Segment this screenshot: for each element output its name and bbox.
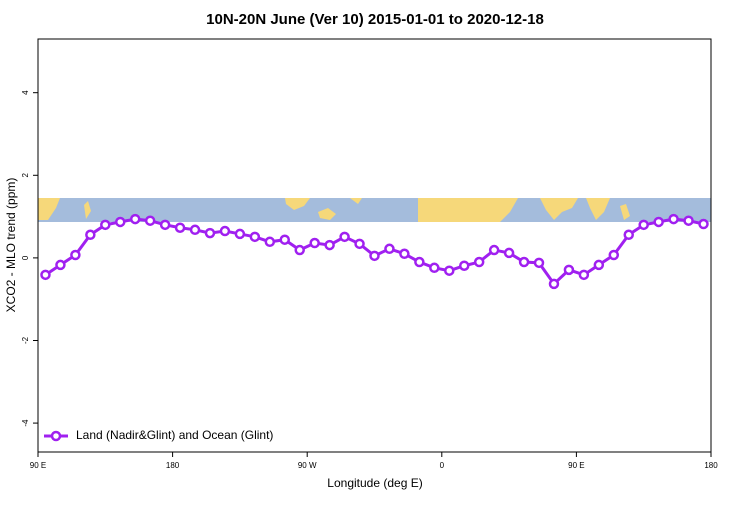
x-tick-label: 180 — [166, 461, 180, 470]
point — [354, 238, 365, 250]
point — [174, 222, 186, 233]
point — [458, 260, 470, 271]
map-land — [586, 198, 610, 220]
legend-marker — [50, 430, 62, 442]
point — [593, 259, 605, 271]
point — [488, 244, 500, 256]
map-land — [540, 198, 578, 220]
point — [249, 231, 261, 243]
map-land — [620, 204, 630, 220]
map-land — [418, 198, 518, 222]
x-tick-label: 90 E — [30, 461, 46, 470]
point — [518, 256, 530, 268]
point — [369, 250, 380, 262]
point — [55, 259, 66, 271]
point — [683, 215, 694, 226]
point — [294, 244, 305, 256]
x-tick-label: 90 W — [298, 461, 317, 470]
point — [324, 239, 335, 251]
x-tick-label: 0 — [440, 461, 445, 470]
point — [159, 219, 171, 231]
point — [698, 218, 709, 230]
point — [444, 265, 455, 276]
map-land — [38, 198, 60, 220]
point — [578, 269, 590, 281]
point — [129, 213, 141, 225]
y-tick-label: -2 — [21, 336, 30, 344]
point — [85, 229, 96, 241]
point — [144, 215, 156, 226]
point — [204, 227, 216, 239]
point — [414, 256, 425, 268]
legend-label: Land (Nadir&Glint) and Ocean (Glint) — [76, 428, 273, 442]
point — [668, 213, 679, 225]
point — [638, 219, 649, 231]
point — [384, 243, 395, 255]
point — [429, 262, 440, 274]
point — [264, 236, 276, 248]
point — [548, 278, 560, 290]
x-axis-label: Longitude (deg E) — [327, 476, 422, 490]
point — [189, 224, 201, 236]
y-tick-label: -4 — [21, 419, 30, 427]
point — [100, 219, 111, 231]
plot-frame — [37, 38, 712, 453]
point — [473, 256, 485, 268]
y-axis-label: XCO2 - MLO trend (ppm) — [4, 178, 18, 313]
point — [234, 228, 246, 240]
point — [608, 249, 620, 261]
map-land — [84, 201, 91, 219]
point — [279, 234, 291, 245]
point — [70, 249, 81, 261]
y-tick-label: 4 — [21, 90, 30, 95]
point — [503, 247, 515, 259]
map-land — [350, 198, 362, 204]
point — [40, 269, 51, 281]
y-tick-label: 2 — [21, 173, 30, 178]
x-tick-label: 180 — [704, 461, 718, 470]
point — [339, 231, 350, 243]
chart-title: 10N-20N June (Ver 10) 2015-01-01 to 2020… — [206, 11, 544, 28]
point — [623, 229, 634, 241]
y-tick-label: 0 — [21, 255, 30, 260]
map-land — [318, 208, 336, 220]
point — [653, 216, 664, 228]
point — [563, 264, 575, 276]
point — [533, 257, 545, 269]
point — [309, 237, 320, 249]
map-land — [285, 198, 310, 210]
x-tick-label: 90 E — [568, 461, 584, 470]
point — [115, 216, 126, 228]
point — [399, 248, 410, 260]
point — [219, 225, 231, 237]
